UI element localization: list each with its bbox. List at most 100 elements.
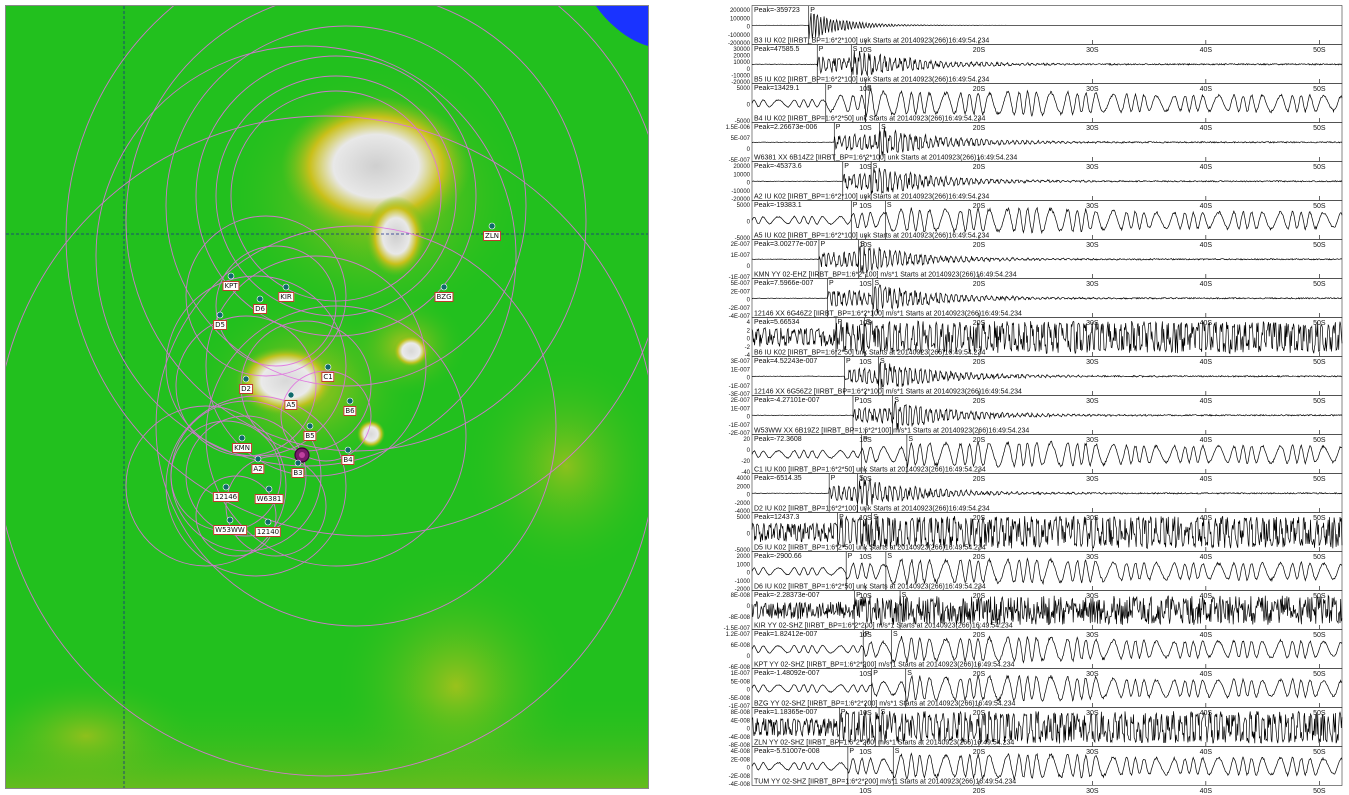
second-label: 20S <box>973 242 986 249</box>
amplitude-tick-label: 6E-008 <box>731 643 751 649</box>
amplitude-tick-label: 0 <box>747 415 751 421</box>
station-marker <box>287 391 295 399</box>
trace-row: 1.5E-006 5E-007 0 -5E-007 Peak=2.26673e-006 W… <box>726 122 1343 164</box>
seismogram-traces: 2000001000000-100000-200000Peak=-359723B… <box>724 5 1343 795</box>
amplitude-tick-label: 5000 <box>737 86 751 92</box>
station-marker <box>294 459 302 467</box>
station-label: BZG <box>434 292 454 302</box>
p-pick-label: P <box>863 436 868 443</box>
s-pick-label: S <box>873 163 878 170</box>
amplitude-tick-label: 1E-007 <box>731 671 751 677</box>
second-label: 10S <box>859 203 872 210</box>
amplitude-tick-label: 4 <box>747 320 751 326</box>
p-pick-label: P <box>846 358 851 365</box>
second-label: 30S <box>1086 749 1099 756</box>
amplitude-tick-label: -1000 <box>735 579 751 585</box>
amplitude-tick-label: 0 <box>747 298 751 304</box>
station-marker <box>227 272 235 280</box>
station-label: A5 <box>284 400 298 410</box>
amplitude-tick-label: 1E-007 <box>731 406 751 412</box>
station-marker <box>306 422 314 430</box>
p-pick-label: P <box>853 202 858 209</box>
s-pick-label: S <box>894 397 899 404</box>
amplitude-tick-label: 0 <box>747 264 751 270</box>
amplitude-tick-label: -4 <box>745 353 751 359</box>
amplitude-tick-label: -20000 <box>731 80 750 86</box>
station-marker <box>226 516 234 524</box>
waveform <box>751 206 1343 235</box>
trace-info: KPT YY 02-SHZ [IIRBT_BP=1:6*2*200] m/s*1… <box>754 662 1015 669</box>
second-label: 30S <box>1086 710 1099 717</box>
trace-info: 12146 XX 6G46Z2 [IIRBT_BP=1:6*2*100] m/s… <box>754 311 1022 318</box>
amplitude-tick-label: 0 <box>747 25 751 31</box>
station-marker <box>440 283 448 291</box>
second-label: 10S <box>859 125 872 132</box>
s-pick-label: S <box>881 124 886 131</box>
station-label: B3 <box>291 468 305 478</box>
amplitude-tick-label: 0 <box>747 103 751 109</box>
second-label: 40S <box>1200 359 1213 366</box>
amplitude-tick-label: -5E-008 <box>729 696 751 702</box>
second-label: 20S <box>973 47 986 54</box>
amplitude-tick-label: 20 <box>743 437 750 443</box>
trace-info: 12146 XX 6G56Z2 [IIRBT_BP=1:6*2*100] m/s… <box>754 389 1022 396</box>
second-label: 30S <box>1086 515 1099 522</box>
second-label: 20S <box>973 164 986 171</box>
second-label: 50S <box>1313 515 1326 522</box>
trace-row: 1.2E-007 6E-008 0 -6E-008 Peak=1.82412e-007 K… <box>726 629 1343 671</box>
waveform <box>751 515 1343 550</box>
s-pick-label: S <box>860 241 865 248</box>
second-label: 40S <box>1200 242 1213 249</box>
second-label: 10S <box>859 164 872 171</box>
second-label: 40S <box>1200 47 1213 54</box>
second-label: 50S <box>1313 437 1326 444</box>
trace-info: KMN YY 02-EHZ [IIRBT_BP=1:6*2*100] m/s*1… <box>754 272 1017 279</box>
second-label: 30S <box>1086 203 1099 210</box>
amplitude-tick-label: 2 <box>747 328 751 334</box>
amplitude-tick-label: -10000 <box>731 189 750 195</box>
amplitude-tick-label: 0 <box>747 147 751 153</box>
station-marker <box>242 375 250 383</box>
p-pick-label: P <box>827 85 832 92</box>
amplitude-tick-label: 2000 <box>737 554 751 560</box>
trace-row: 8E-008 0 -8E-008 -1.5E-007 Peak=-2.28373e-00… <box>724 590 1343 632</box>
trace-info: W6381 XX 6B14Z2 [IIRBT_BP=1:6*2*100] unk… <box>754 155 1017 162</box>
amplitude-tick-label: 0 <box>747 220 751 226</box>
time-axis-label: 30S <box>1086 788 1099 795</box>
second-label: 20S <box>973 476 986 483</box>
second-label: 40S <box>1200 320 1213 327</box>
amplitude-tick-label: 8E-008 <box>731 710 751 716</box>
amplitude-tick-label: 1.2E-007 <box>726 632 751 638</box>
p-pick-label: P <box>810 7 815 14</box>
station-label: B6 <box>343 406 357 416</box>
second-label: 30S <box>1086 47 1099 54</box>
trace-peak: Peak=3.00277e-007 <box>754 241 817 248</box>
second-label: 20S <box>973 710 986 717</box>
station-marker <box>344 446 352 454</box>
trace-info: B3 IU K02 [IIRBT_BP=1:6*2*100] unk Start… <box>754 38 989 45</box>
amplitude-tick-label: 8E-008 <box>731 593 751 599</box>
waveform <box>751 752 1343 781</box>
trace-info: A2 IU K02 [IIRBT_BP=1:6*2*100] unk Start… <box>754 194 989 201</box>
amplitude-tick-label: 0 <box>747 688 751 694</box>
second-label: 10S <box>859 632 872 639</box>
second-label: 20S <box>973 749 986 756</box>
amplitude-tick-label: 1E-007 <box>731 253 751 259</box>
station-marker <box>264 518 272 526</box>
trace-peak: Peak=2.26673e-006 <box>754 124 817 131</box>
trace-row: 3E-007 1E-007 0 -1E-007 -3E-007 Peak=4.52243e… <box>729 356 1343 398</box>
trace-peak: Peak=47585.5 <box>754 46 799 53</box>
amplitude-tick-label: 0 <box>747 448 751 454</box>
waveform <box>751 594 1343 626</box>
trace-row: 2000 1000 0 -1000 -2000 Peak=-2900.66 D6 IU K0… <box>735 551 1343 593</box>
amplitude-tick-label: -2000 <box>735 501 751 507</box>
second-label: 40S <box>1200 710 1213 717</box>
p-pick-label: P <box>844 163 849 170</box>
trace-row: 4000 2000 0 -2000 -4000 Peak=-6514.35 D2 IU K0… <box>735 473 1343 515</box>
second-label: 40S <box>1200 554 1213 561</box>
distance-circles <box>6 6 648 777</box>
second-label: 30S <box>1086 632 1099 639</box>
amplitude-tick-label: -5000 <box>735 119 751 125</box>
trace-row: 20 0 -20 -40 Peak=-72.3608 C1 IU K00 [IIRBT_B… <box>741 434 1343 476</box>
amplitude-tick-label: 0 <box>747 571 751 577</box>
